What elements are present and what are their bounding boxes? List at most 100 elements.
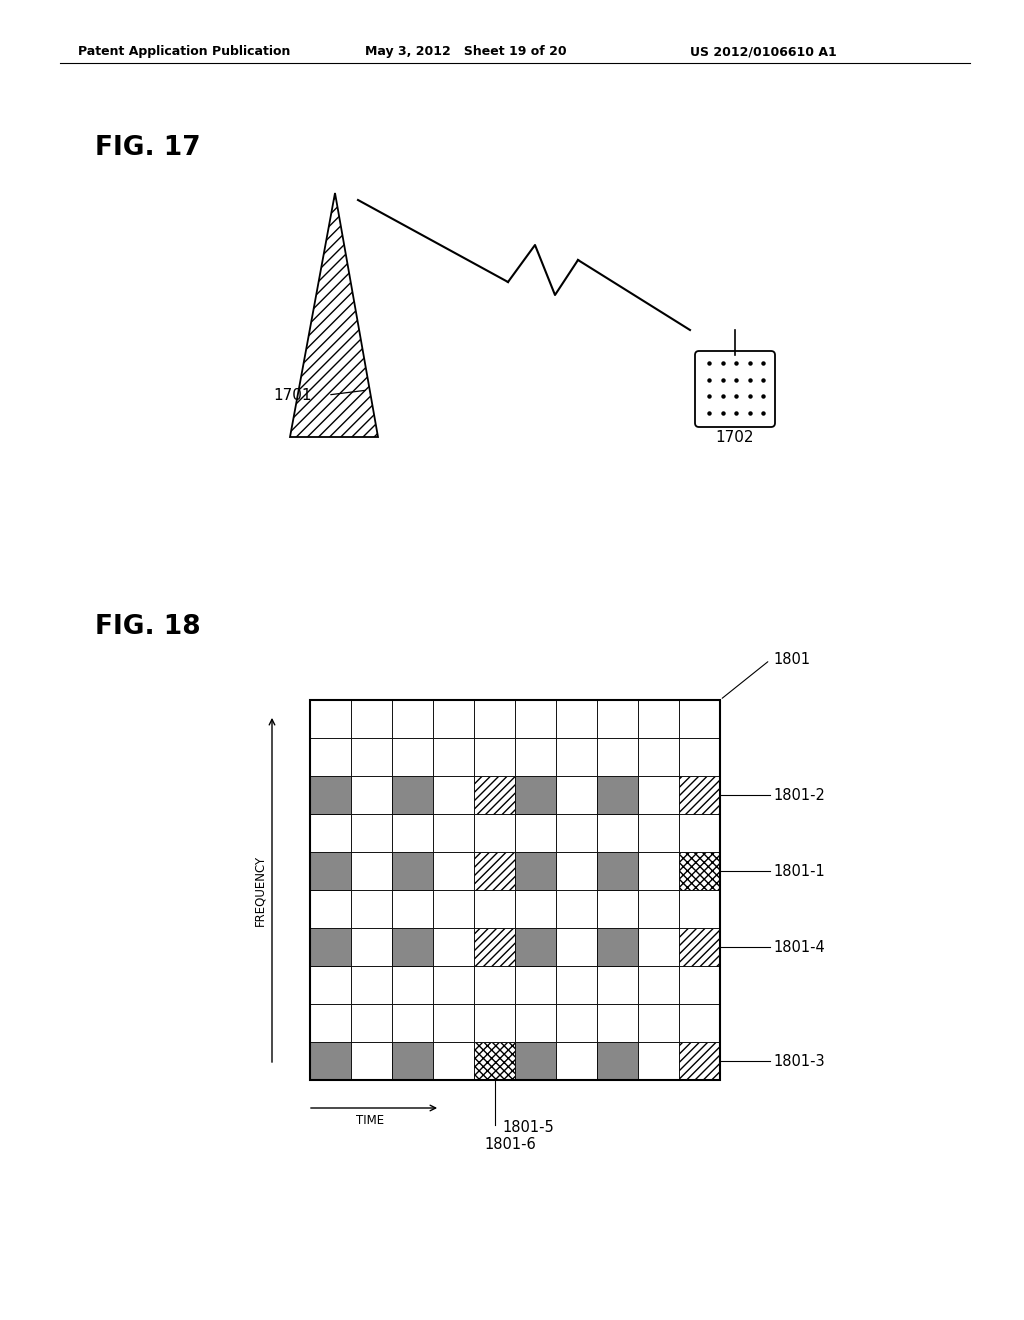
Bar [433, 1041, 474, 1080]
Bar [556, 1041, 597, 1080]
Bar [351, 890, 392, 928]
Bar [310, 700, 720, 1080]
Bar [556, 738, 597, 776]
Text: 1801-4: 1801-4 [773, 940, 824, 954]
Bar [556, 966, 597, 1005]
Bar [515, 776, 556, 814]
Bar [392, 814, 433, 851]
Text: 1801-5: 1801-5 [503, 1119, 554, 1135]
Bar [433, 1005, 474, 1041]
Bar [597, 928, 638, 966]
Bar [597, 1041, 638, 1080]
Bar [515, 928, 556, 966]
Bar [515, 966, 556, 1005]
Bar [474, 700, 515, 738]
Bar [679, 1005, 720, 1041]
Bar [515, 738, 556, 776]
Bar [474, 890, 515, 928]
Bar [351, 928, 392, 966]
Text: Patent Application Publication: Patent Application Publication [78, 45, 291, 58]
Bar [597, 700, 638, 738]
Polygon shape [290, 193, 378, 437]
Text: May 3, 2012   Sheet 19 of 20: May 3, 2012 Sheet 19 of 20 [365, 45, 566, 58]
Bar [474, 776, 515, 814]
Bar [310, 851, 351, 890]
Bar [679, 928, 720, 966]
Bar [679, 1041, 720, 1080]
Bar [474, 814, 515, 851]
Bar [679, 776, 720, 814]
Bar [638, 1041, 679, 1080]
Bar [679, 814, 720, 851]
Bar [679, 700, 720, 738]
Bar [638, 1005, 679, 1041]
Bar [597, 738, 638, 776]
Text: TIME: TIME [356, 1114, 384, 1127]
Bar [392, 700, 433, 738]
Bar [351, 1005, 392, 1041]
Text: FIG. 18: FIG. 18 [95, 614, 201, 640]
Bar [638, 776, 679, 814]
Bar [638, 738, 679, 776]
Bar [351, 700, 392, 738]
Bar [515, 700, 556, 738]
Bar [638, 700, 679, 738]
Bar [679, 966, 720, 1005]
Bar [392, 928, 433, 966]
Bar [597, 1005, 638, 1041]
Bar [556, 1005, 597, 1041]
Bar [433, 814, 474, 851]
FancyBboxPatch shape [695, 351, 775, 426]
Bar [392, 890, 433, 928]
Bar [638, 814, 679, 851]
Bar [351, 1041, 392, 1080]
Bar [351, 966, 392, 1005]
Bar [310, 890, 351, 928]
Bar [310, 966, 351, 1005]
Bar [597, 890, 638, 928]
Bar [433, 890, 474, 928]
Bar [433, 776, 474, 814]
Bar [474, 1005, 515, 1041]
Bar [351, 776, 392, 814]
Bar [433, 700, 474, 738]
Bar [310, 776, 351, 814]
Text: FREQUENCY: FREQUENCY [254, 854, 266, 925]
Text: 1801-1: 1801-1 [773, 863, 824, 879]
Text: 1801: 1801 [773, 652, 810, 668]
Bar [679, 738, 720, 776]
Bar [597, 776, 638, 814]
Bar [679, 851, 720, 890]
Text: 1801-2: 1801-2 [773, 788, 825, 803]
Bar [392, 1005, 433, 1041]
Bar [310, 738, 351, 776]
Bar [638, 890, 679, 928]
Bar [474, 1041, 515, 1080]
Text: 1801-3: 1801-3 [773, 1053, 824, 1068]
Bar [556, 890, 597, 928]
Bar [515, 814, 556, 851]
Bar [433, 928, 474, 966]
Bar [515, 1005, 556, 1041]
Bar [556, 776, 597, 814]
Bar [433, 738, 474, 776]
Bar [474, 851, 515, 890]
Bar [433, 851, 474, 890]
Bar [351, 738, 392, 776]
Bar [515, 1041, 556, 1080]
Bar [392, 966, 433, 1005]
Bar [433, 966, 474, 1005]
Text: US 2012/0106610 A1: US 2012/0106610 A1 [690, 45, 837, 58]
Bar [556, 700, 597, 738]
Text: FIG. 17: FIG. 17 [95, 135, 201, 161]
Bar [556, 814, 597, 851]
Bar [310, 1005, 351, 1041]
Bar [597, 851, 638, 890]
Bar [310, 700, 351, 738]
Bar [310, 1041, 351, 1080]
Bar [392, 738, 433, 776]
Bar [310, 814, 351, 851]
Bar [392, 1041, 433, 1080]
Bar [351, 851, 392, 890]
Bar [638, 928, 679, 966]
